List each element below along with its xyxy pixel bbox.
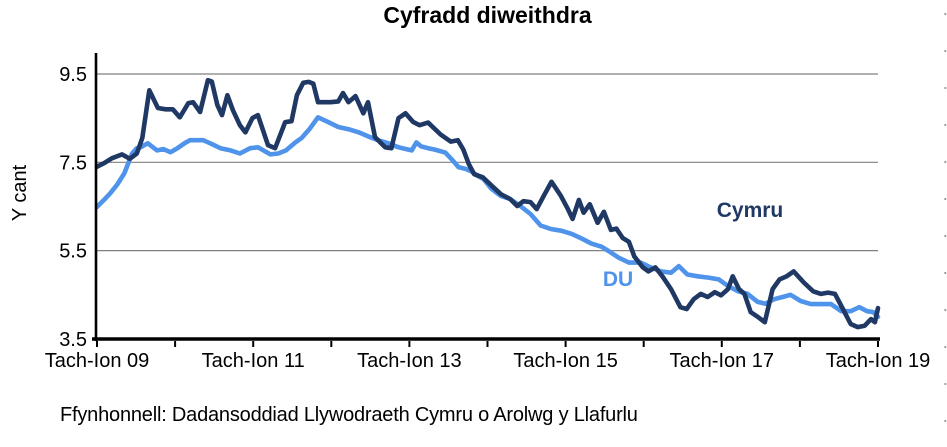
page-edge-dot [944, 160, 947, 164]
x-tick-label: Tach-Ion 11 [202, 350, 305, 372]
x-tick-label: Tach-Ion 13 [357, 350, 462, 372]
page-edge-dot [944, 234, 947, 238]
page-edge-dot [944, 271, 947, 275]
y-tick-label: 9.5 [59, 64, 87, 86]
page-edge-dot [944, 382, 947, 386]
page-edge-dot [944, 86, 947, 90]
y-tick-label: 5.5 [59, 241, 87, 263]
series-label-du: DU [602, 268, 634, 291]
x-tick-label: Tach-Ion 09 [45, 350, 150, 372]
chart-title: Cyfradd diweithdra [383, 2, 592, 28]
series-label-cymru: Cymru [716, 199, 784, 222]
y-axis-title: Y cant [9, 164, 31, 222]
series-line-cymru [94, 77, 881, 330]
x-tick-label: Tach-Ion 17 [670, 350, 775, 372]
page-edge-dot [944, 123, 947, 127]
y-tick-label: 3.5 [59, 329, 87, 351]
page-edge-dot [944, 308, 947, 312]
y-tick-label: 7.5 [59, 152, 87, 174]
page-edge-dot [944, 12, 947, 16]
page-edge-dot [944, 49, 947, 53]
page-edge-dot [944, 419, 947, 423]
source-note: Ffynhonnell: Dadansoddiad Llywodraeth Cy… [60, 404, 638, 426]
page-edge-dot [944, 197, 947, 201]
x-tick-label: Tach-Ion 15 [513, 350, 618, 372]
page-edge-dot [944, 345, 947, 349]
x-tick-label: Tach-Ion 19 [826, 350, 931, 372]
